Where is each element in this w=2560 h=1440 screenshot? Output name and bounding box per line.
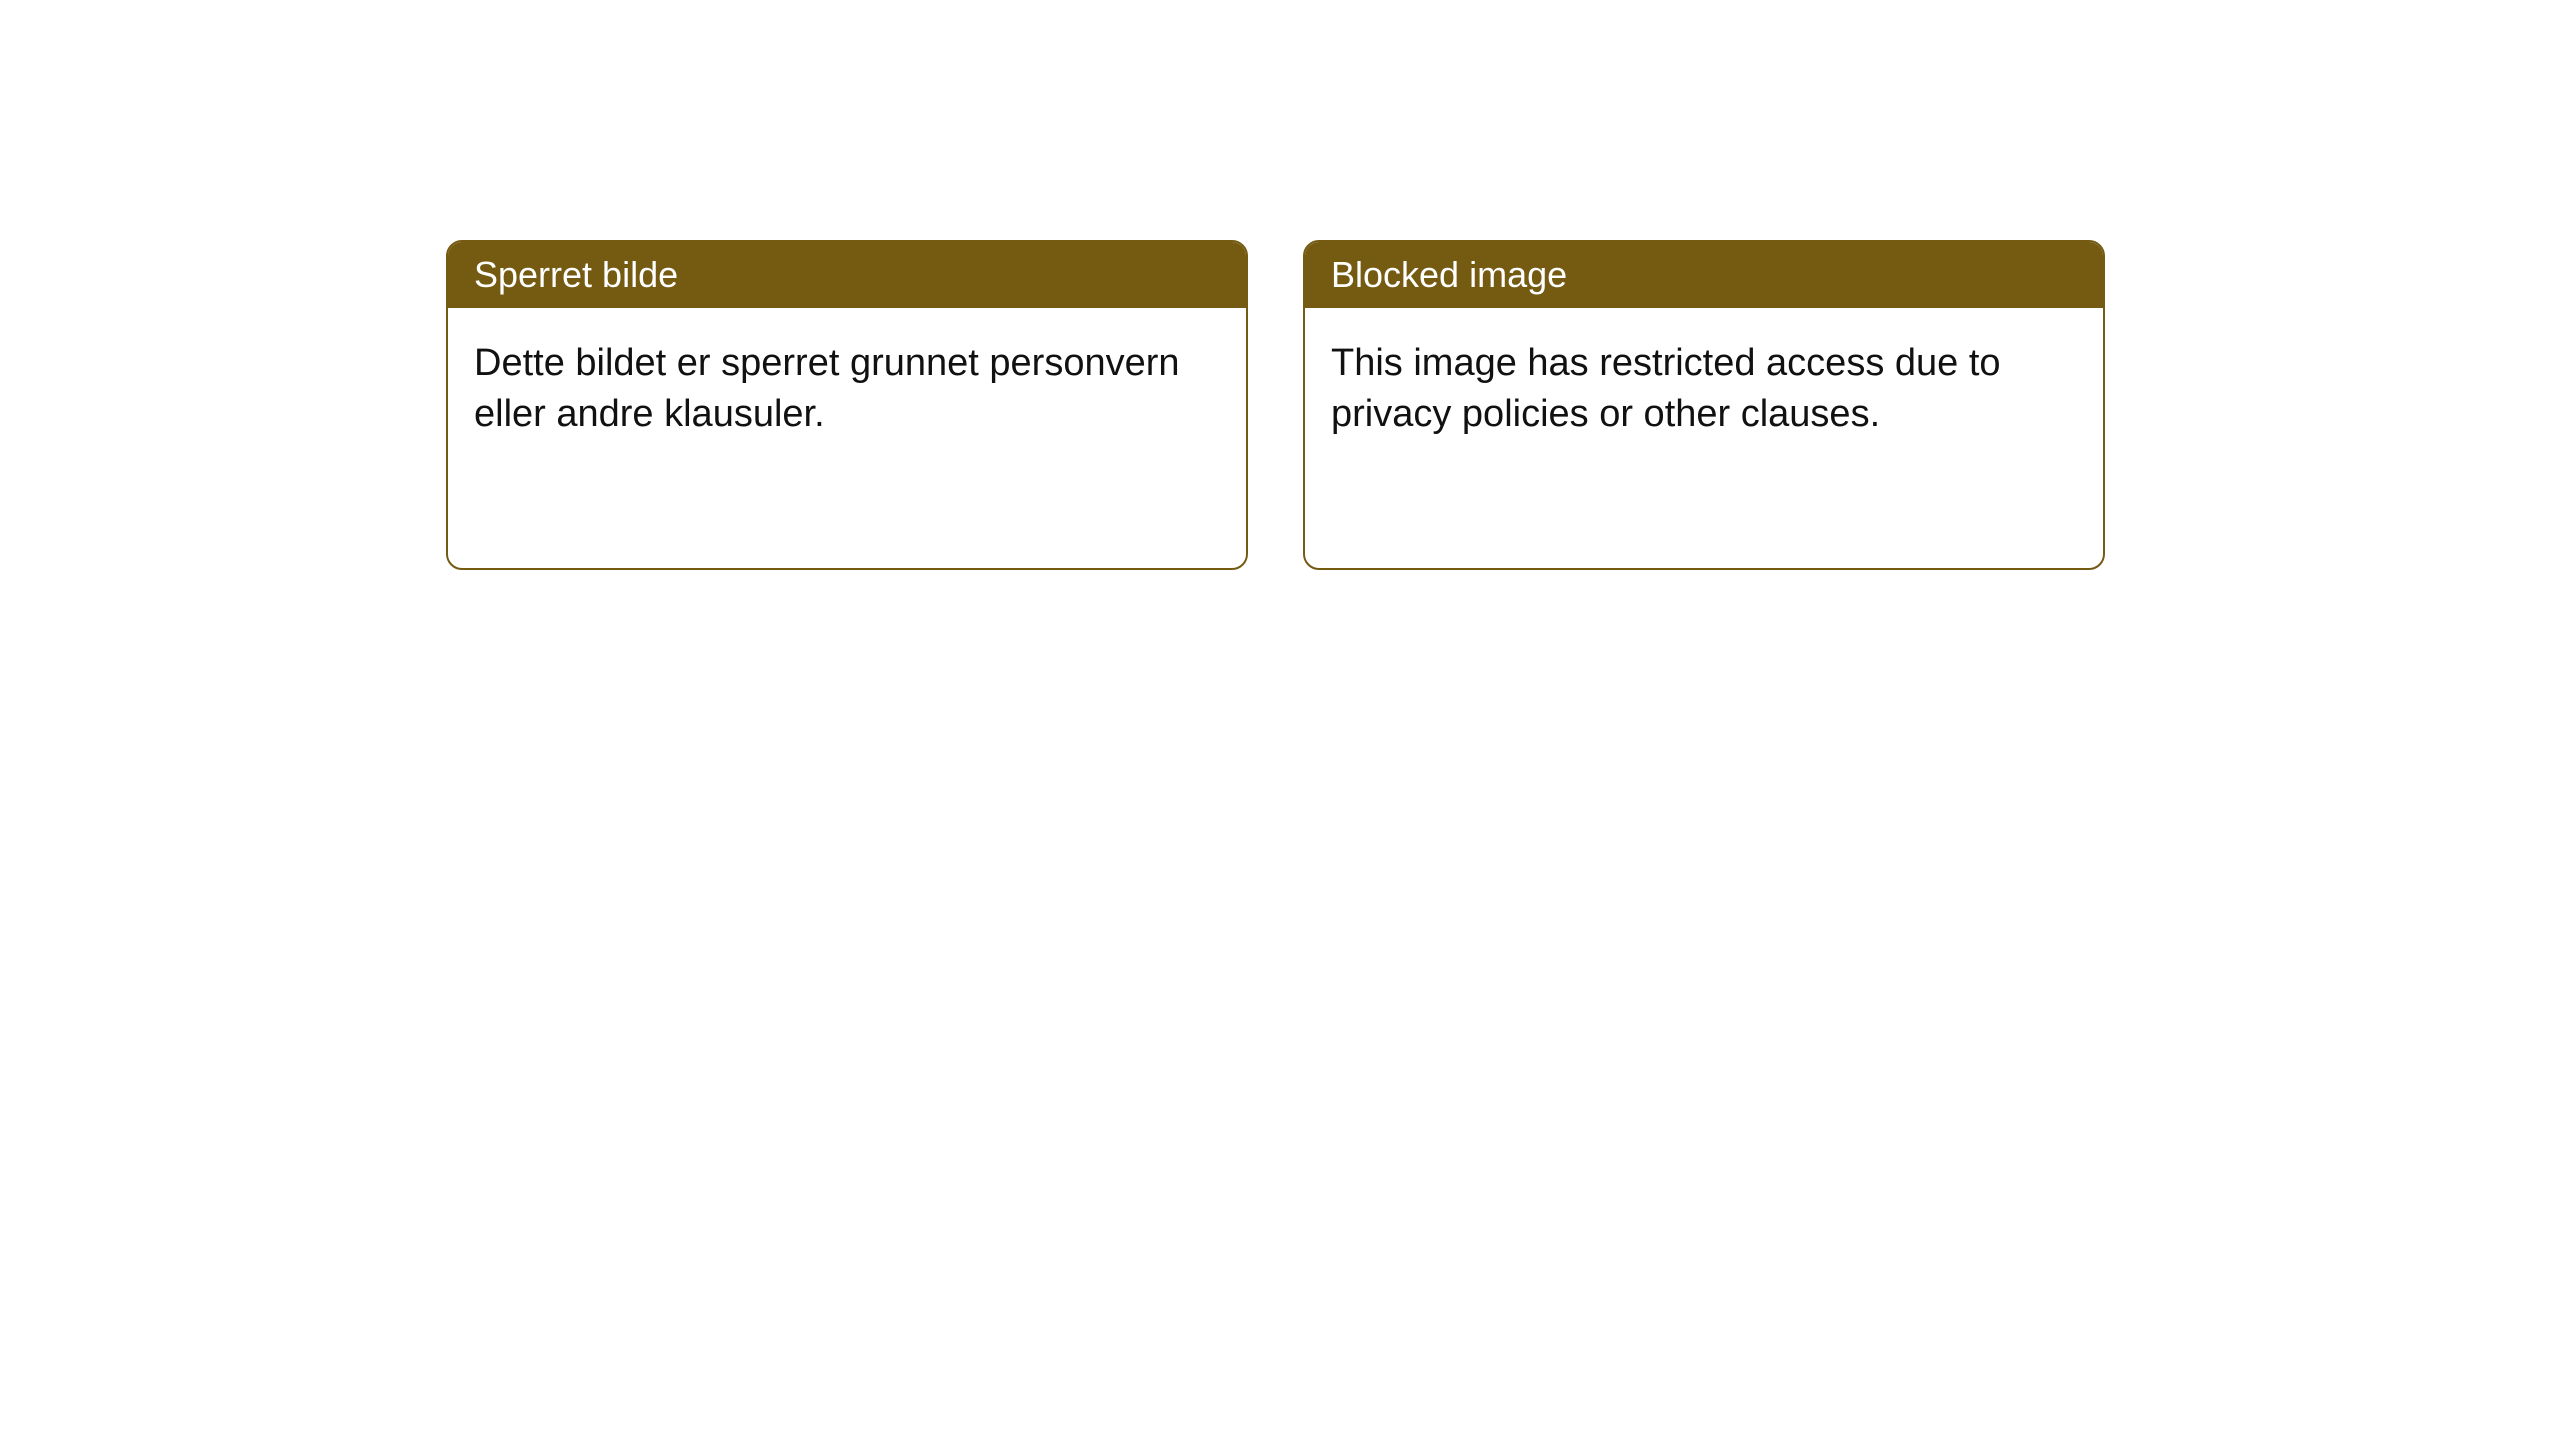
notice-card-norwegian: Sperret bilde Dette bildet er sperret gr… xyxy=(446,240,1248,570)
card-body: This image has restricted access due to … xyxy=(1305,308,2103,485)
notice-cards-container: Sperret bilde Dette bildet er sperret gr… xyxy=(0,0,2560,570)
card-title: Sperret bilde xyxy=(474,254,678,295)
card-body-text: Dette bildet er sperret grunnet personve… xyxy=(474,342,1180,435)
card-body-text: This image has restricted access due to … xyxy=(1331,342,2001,435)
card-header: Sperret bilde xyxy=(448,242,1246,308)
card-header: Blocked image xyxy=(1305,242,2103,308)
card-body: Dette bildet er sperret grunnet personve… xyxy=(448,308,1246,485)
notice-card-english: Blocked image This image has restricted … xyxy=(1303,240,2105,570)
card-title: Blocked image xyxy=(1331,254,1567,295)
